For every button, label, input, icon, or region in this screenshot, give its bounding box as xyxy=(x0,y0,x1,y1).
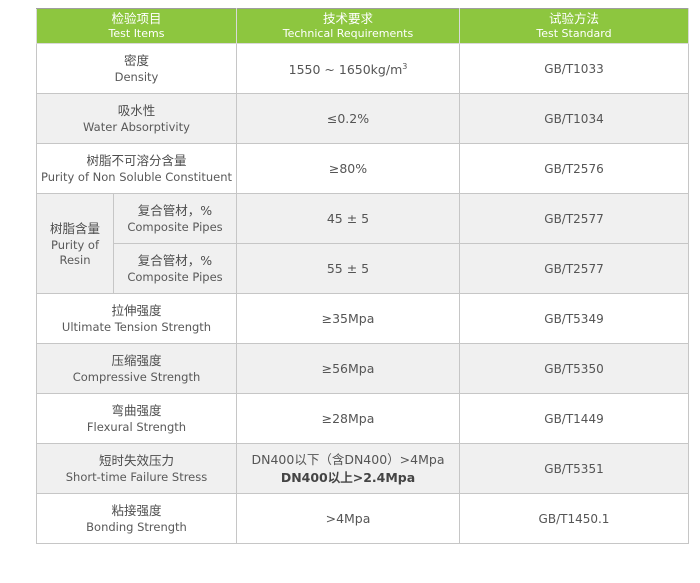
table-row-flexural: 弯曲强度 Flexural Strength ≥28Mpa GB/T1449 xyxy=(36,393,689,444)
item-label-zh: 树脂含量 xyxy=(49,220,100,236)
standard-cell-flexural: GB/T1449 xyxy=(459,393,689,444)
sub-item-label-zh: 复合管材，% xyxy=(137,253,213,268)
table-row-resin-1: 树脂含量 Purity of Resin 复合管材，% Composite Pi… xyxy=(36,193,689,294)
table-row-compressive: 压缩强度 Compressive Strength ≥56Mpa GB/T535… xyxy=(36,343,689,394)
standard-cell-bonding: GB/T1450.1 xyxy=(459,493,689,544)
requirement-cell-bonding: >4Mpa xyxy=(236,493,460,544)
item-label-en: Short-time Failure Stress xyxy=(65,470,208,484)
standard-cell-non-soluble: GB/T2576 xyxy=(459,143,689,194)
table-row-tension: 拉伸强度 Ultimate Tension Strength ≥35Mpa GB… xyxy=(36,293,689,344)
requirement-cell-tension: ≥35Mpa xyxy=(236,293,460,344)
item-label-zh: 粘接强度 xyxy=(111,503,162,518)
item-label-zh: 密度 xyxy=(123,53,149,68)
header-test-items-zh: 检验项目 xyxy=(111,11,162,26)
standard-cell-tension: GB/T5349 xyxy=(459,293,689,344)
item-cell-density: 密度 Density xyxy=(36,43,237,94)
requirement-cell-flexural: ≥28Mpa xyxy=(236,393,460,444)
item-label-zh: 吸水性 xyxy=(117,103,156,118)
requirement-cell-non-soluble: ≥80% xyxy=(236,143,460,194)
standard-cell-water: GB/T1034 xyxy=(459,93,689,144)
header-technical-requirements: 技术要求 Technical Requirements xyxy=(236,8,460,44)
requirement-cell-short-time: DN400以下（含DN400）>4Mpa DN400以上>2.4Mpa xyxy=(236,443,460,494)
requirement-line-1: DN400以下（含DN400）>4Mpa xyxy=(251,451,445,467)
sub-item-label-zh: 复合管材，% xyxy=(137,203,213,218)
item-cell-resin-sub2: 复合管材，% Composite Pipes xyxy=(113,243,237,294)
requirement-cell-water: ≤0.2% xyxy=(236,93,460,144)
item-cell-flexural: 弯曲强度 Flexural Strength xyxy=(36,393,237,444)
requirement-cell-resin-sub2: 55 ± 5 xyxy=(236,243,460,294)
item-cell-bonding: 粘接强度 Bonding Strength xyxy=(36,493,237,544)
item-label-zh: 树脂不可溶分含量 xyxy=(86,153,187,168)
standard-cell-short-time: GB/T5351 xyxy=(459,443,689,494)
superscript: 3 xyxy=(402,61,408,71)
header-test-standard-en: Test Standard xyxy=(536,27,612,40)
standard-cell-resin-sub1: GB/T2577 xyxy=(459,193,689,244)
sub-item-label-en: Composite Pipes xyxy=(127,220,223,234)
item-label-en: Water Absorptivity xyxy=(83,120,190,134)
item-label-en: Ultimate Tension Strength xyxy=(61,320,212,334)
header-test-standard-zh: 试验方法 xyxy=(548,11,599,26)
item-cell-resin-sub1: 复合管材，% Composite Pipes xyxy=(113,193,237,244)
item-label-en: Purity of Non Soluble Constituent xyxy=(41,170,233,184)
header-technical-requirements-zh: 技术要求 xyxy=(322,11,373,26)
item-cell-compressive: 压缩强度 Compressive Strength xyxy=(36,343,237,394)
requirement-cell-compressive: ≥56Mpa xyxy=(236,343,460,394)
item-cell-tension: 拉伸强度 Ultimate Tension Strength xyxy=(36,293,237,344)
standard-cell-density: GB/T1033 xyxy=(459,43,689,94)
header-test-items: 检验项目 Test Items xyxy=(36,8,237,44)
specification-table: 检验项目 Test Items 技术要求 Technical Requireme… xyxy=(36,8,689,544)
table-row-bonding: 粘接强度 Bonding Strength >4Mpa GB/T1450.1 xyxy=(36,493,689,544)
item-cell-non-soluble: 树脂不可溶分含量 Purity of Non Soluble Constitue… xyxy=(36,143,237,194)
table-row-short-time: 短时失效压力 Short-time Failure Stress DN400以下… xyxy=(36,443,689,494)
item-label-en: Density xyxy=(114,70,159,84)
requirement-value: 1550 ~ 1650kg/m3 xyxy=(288,61,408,78)
table-row-density: 密度 Density 1550 ~ 1650kg/m3 GB/T1033 xyxy=(36,43,689,94)
table-header-row: 检验项目 Test Items 技术要求 Technical Requireme… xyxy=(36,8,689,44)
table-row-water-absorptivity: 吸水性 Water Absorptivity ≤0.2% GB/T1034 xyxy=(36,93,689,144)
item-label-en: Flexural Strength xyxy=(86,420,187,434)
item-label-zh: 短时失效压力 xyxy=(98,453,174,468)
table-row-non-soluble: 树脂不可溶分含量 Purity of Non Soluble Constitue… xyxy=(36,143,689,194)
header-technical-requirements-en: Technical Requirements xyxy=(282,27,414,40)
item-label-en: Bonding Strength xyxy=(86,520,187,534)
item-cell-resin-group: 树脂含量 Purity of Resin xyxy=(36,193,114,294)
item-label-en: Compressive Strength xyxy=(72,370,201,384)
table-row-resin-2: 复合管材，% Composite Pipes 55 ± 5 GB/T2577 xyxy=(37,243,689,294)
requirement-cell-resin-sub1: 45 ± 5 xyxy=(236,193,460,244)
sub-item-label-en: Composite Pipes xyxy=(127,270,223,284)
requirement-line-2: DN400以上>2.4Mpa xyxy=(280,469,416,485)
item-label-en: Purity of Resin xyxy=(51,237,99,267)
standard-cell-resin-sub2: GB/T2577 xyxy=(459,243,689,294)
header-test-standard: 试验方法 Test Standard xyxy=(459,8,689,44)
item-cell-water: 吸水性 Water Absorptivity xyxy=(36,93,237,144)
item-label-zh: 压缩强度 xyxy=(111,353,162,368)
item-label-zh: 弯曲强度 xyxy=(111,403,162,418)
standard-cell-compressive: GB/T5350 xyxy=(459,343,689,394)
item-cell-short-time: 短时失效压力 Short-time Failure Stress xyxy=(36,443,237,494)
header-test-items-en: Test Items xyxy=(108,27,165,40)
item-label-zh: 拉伸强度 xyxy=(111,303,162,318)
requirement-cell-density: 1550 ~ 1650kg/m3 xyxy=(236,43,460,94)
